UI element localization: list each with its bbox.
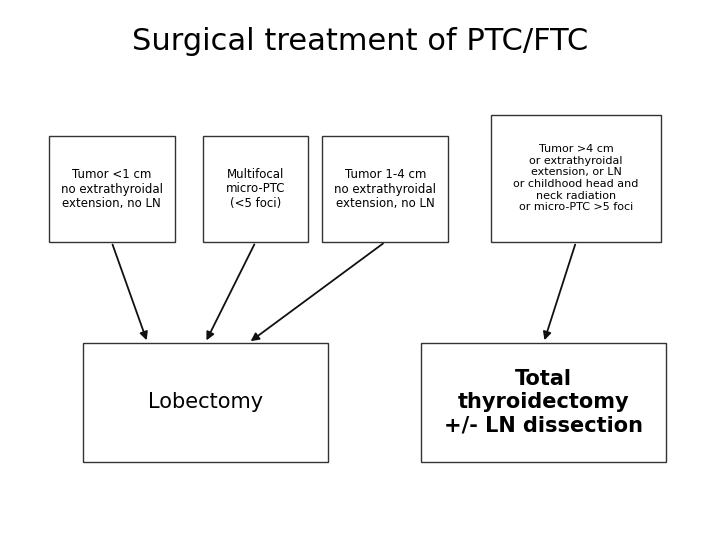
Text: Lobectomy: Lobectomy [148,392,263,413]
Text: Total
thyroidectomy
+/- LN dissection: Total thyroidectomy +/- LN dissection [444,369,643,435]
Text: Multifocal
micro-PTC
(<5 foci): Multifocal micro-PTC (<5 foci) [226,167,285,211]
FancyBboxPatch shape [492,115,661,241]
Text: Tumor 1-4 cm
no extrathyroidal
extension, no LN: Tumor 1-4 cm no extrathyroidal extension… [334,167,436,211]
Text: Surgical treatment of PTC/FTC: Surgical treatment of PTC/FTC [132,27,588,56]
FancyBboxPatch shape [83,343,328,462]
FancyBboxPatch shape [203,136,308,241]
Text: Tumor >4 cm
or extrathyroidal
extension, or LN
or childhood head and
neck radiat: Tumor >4 cm or extrathyroidal extension,… [513,144,639,212]
FancyBboxPatch shape [49,136,174,241]
FancyBboxPatch shape [421,343,666,462]
FancyBboxPatch shape [323,136,448,241]
Text: Tumor <1 cm
no extrathyroidal
extension, no LN: Tumor <1 cm no extrathyroidal extension,… [60,167,163,211]
